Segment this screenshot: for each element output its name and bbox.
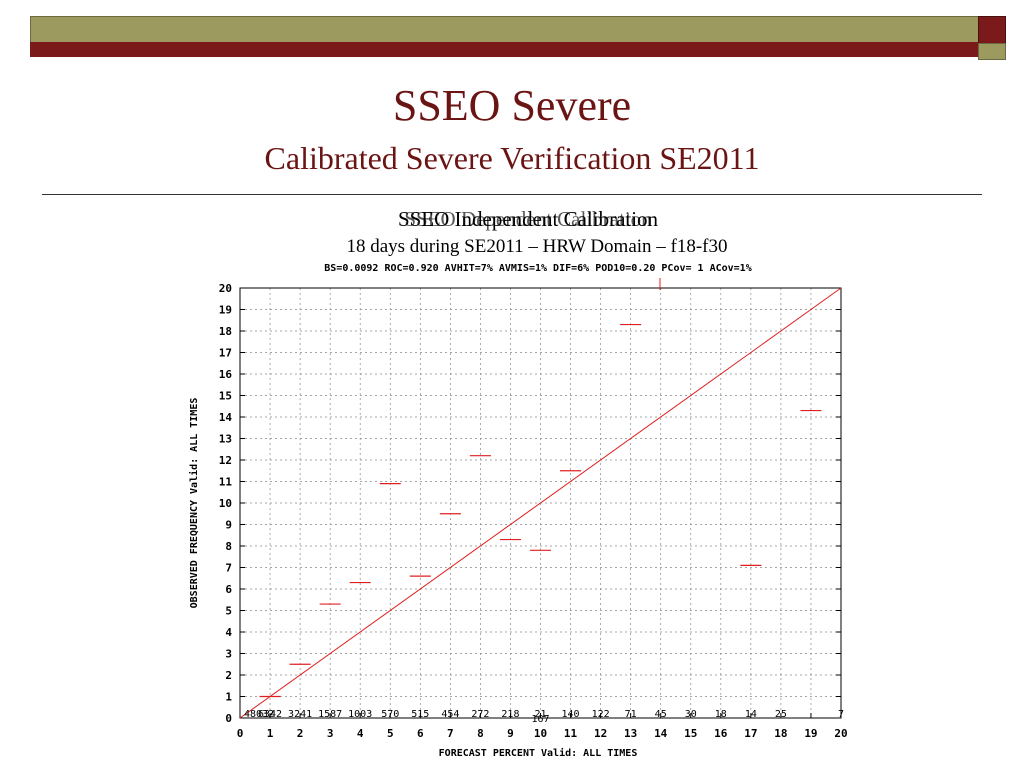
x-tick-label: 15 [684,727,697,740]
count-label: 515 [411,709,429,720]
count-label: 6342 [258,709,282,720]
count-label: 3241 [288,709,312,720]
slide-subtitle: Calibrated Severe Verification SE2011 [264,140,760,176]
x-tick-label: 10 [534,727,547,740]
y-tick-label: 6 [225,583,232,596]
y-tick-label: 11 [219,476,233,489]
x-axis-label: FORECAST PERCENT Valid: ALL TIMES [439,747,638,759]
x-tick-label: 9 [507,727,514,740]
y-tick-label: 2 [225,669,232,682]
y-tick-label: 19 [219,304,232,317]
y-tick-label: 13 [219,433,232,446]
count-label: 30 [685,709,697,720]
y-tick-label: 16 [219,368,233,381]
header-bar-maroon [30,42,978,57]
y-tick-label: 17 [219,347,232,360]
count-label: 1587 [318,709,342,720]
y-tick-label: 14 [219,411,233,424]
count-label: 454 [441,709,459,720]
x-tick-label: 14 [654,727,668,740]
y-tick-label: 0 [225,712,232,725]
count-label: 140 [562,709,580,720]
x-tick-label: 16 [714,727,728,740]
count-label: 48032 [244,709,274,720]
y-tick-label: 1 [225,691,232,704]
count-label: 218 [501,709,519,720]
header-square-olive [978,43,1006,60]
y-tick-label: 18 [219,325,232,338]
x-tick-label: 18 [774,727,787,740]
stats-line: BS=0.0092 ROC=0.920 AVHIT=7% AVMIS=1% DI… [324,263,751,274]
count-label: 167 [531,714,549,725]
count-label: 122 [592,709,610,720]
x-tick-label: 17 [744,727,757,740]
perfect-reliability-line [239,287,842,719]
count-label: 1003 [348,709,372,720]
chart-title-line2: 18 days during SE2011 – HRW Domain – f18… [346,236,727,257]
title-divider [42,194,982,195]
count-label: 45 [655,709,667,720]
y-tick-label: 15 [219,390,232,403]
y-tick-label: 10 [219,497,232,510]
y-tick-label: 7 [225,562,232,575]
y-tick-label: 8 [225,540,232,553]
count-label: 14 [745,709,757,720]
count-label: 570 [381,709,399,720]
x-tick-label: 5 [387,727,394,740]
y-tick-label: 12 [219,454,232,467]
y-tick-label: 3 [225,648,232,661]
x-tick-label: 1 [267,727,274,740]
count-label: 18 [715,709,727,720]
x-tick-label: 19 [804,727,817,740]
y-tick-label: 5 [225,605,232,618]
x-tick-label: 0 [237,727,244,740]
chart-title-line1-overlap: SSEO Dependent Calibration [404,207,652,231]
x-tick-label: 20 [834,727,847,740]
y-axis-label: OBSERVED FREQUENCY Valid: ALL TIMES [188,398,200,609]
reliability-points [259,323,822,698]
count-label: 272 [471,709,489,720]
y-tick-label: 9 [225,519,232,532]
count-label: 7 [838,709,844,720]
count-label: 25 [775,709,787,720]
count-label: 71 [625,709,637,720]
x-tick-label: 12 [594,727,607,740]
y-tick-label: 20 [219,282,232,295]
x-tick-label: 6 [417,727,424,740]
x-tick-label: 13 [624,727,637,740]
chart-title-line1: SSEO Independent Calibration [398,207,659,231]
count-label: 21 [534,709,546,720]
x-tick-labels: 0 1 2 3 4 5 6 7 8 9 10 11 12 13 14 15 16 17 18 19 20 [237,713,848,740]
y-tick-label: 4 [225,626,232,639]
x-tick-label: 11 [564,727,578,740]
x-tick-label: 2 [297,727,304,740]
x-tick-label: 4 [357,727,364,740]
slide-title: SSEO Severe [392,81,632,130]
x-tick-label: 7 [447,727,454,740]
x-tick-label: 3 [327,727,334,740]
x-tick-label: 8 [477,727,484,740]
